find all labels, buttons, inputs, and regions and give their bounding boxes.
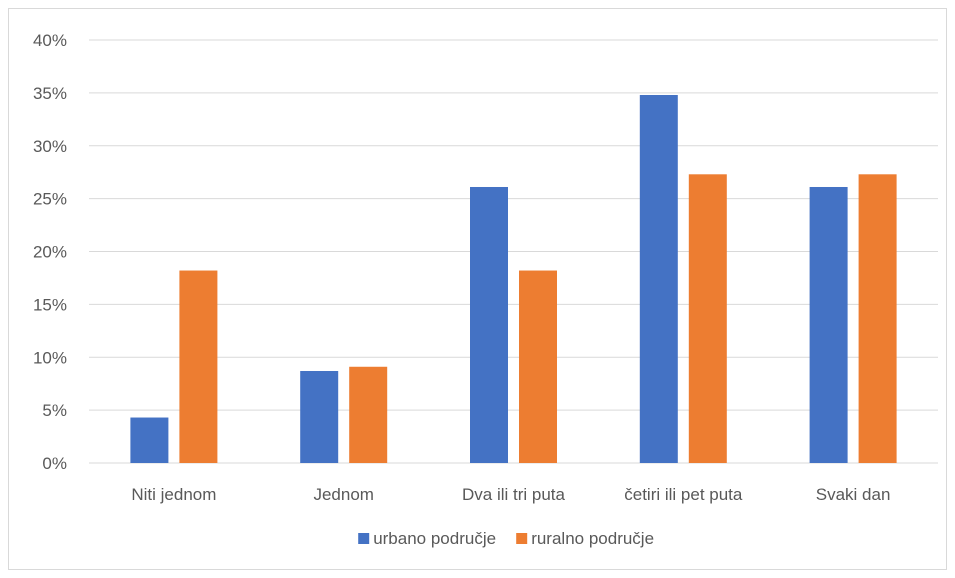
- bars: [130, 94, 897, 464]
- bar: [858, 174, 897, 464]
- y-tick-label: 10%: [33, 348, 67, 367]
- x-tick-label: Svaki dan: [816, 485, 891, 504]
- x-tick-label: Dva ili tri puta: [462, 485, 566, 504]
- gridlines: [89, 39, 938, 464]
- x-tick-label: Jednom: [313, 485, 373, 504]
- bar: [639, 94, 678, 464]
- y-tick-label: 15%: [33, 295, 67, 314]
- x-tick-label: Niti jednom: [131, 485, 216, 504]
- x-tick-label: četiri ili pet puta: [624, 485, 743, 504]
- bar: [470, 186, 508, 463]
- bar: [300, 370, 339, 463]
- bar: [349, 366, 388, 463]
- bar: [688, 174, 727, 464]
- y-tick-label: 30%: [33, 137, 67, 156]
- legend-swatch: [516, 533, 528, 544]
- bar: [130, 417, 169, 463]
- bar: [179, 270, 218, 463]
- y-axis-ticks: 0% 5% 10% 15% 20% 25% 30% 35% 40%: [33, 31, 67, 473]
- legend-swatch: [358, 533, 370, 544]
- bar-chart: 0% 5% 10% 15% 20% 25% 30% 35% 40% Niti jednom Jed…: [33, 31, 938, 548]
- y-tick-label: 5%: [42, 401, 67, 420]
- chart-frame: 0% 5% 10% 15% 20% 25% 30% 35% 40% Niti jednom Jed…: [8, 8, 947, 570]
- bar: [519, 270, 557, 463]
- y-tick-label: 40%: [33, 31, 67, 50]
- legend: urbano područje ruralno područje: [358, 529, 654, 548]
- legend-label: ruralno područje: [531, 529, 654, 548]
- y-tick-label: 35%: [33, 84, 67, 103]
- legend-label: urbano područje: [373, 529, 496, 548]
- y-tick-label: 0%: [42, 454, 67, 473]
- bar: [809, 186, 848, 463]
- y-tick-label: 20%: [33, 243, 67, 262]
- y-tick-label: 25%: [33, 190, 67, 209]
- x-axis-ticks: Niti jednom Jednom Dva ili tri puta četiri …: [131, 485, 890, 504]
